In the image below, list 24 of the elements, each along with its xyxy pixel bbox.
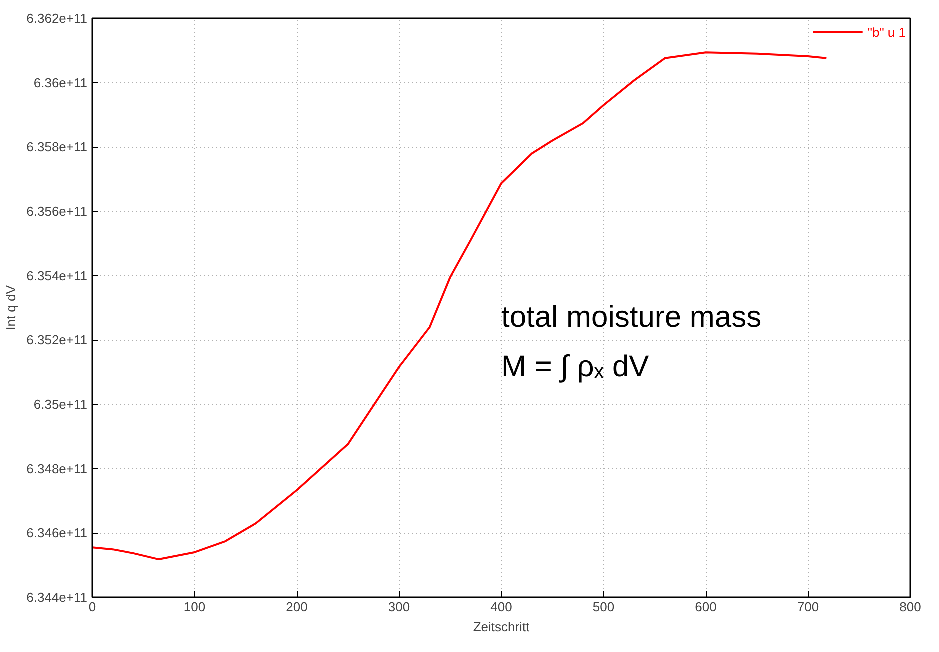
x-tick-label: 100	[184, 600, 206, 614]
y-tick-label: 6.35e+11	[34, 397, 88, 412]
y-tick-label: 6.36e+11	[34, 75, 88, 90]
x-tick-label: 500	[592, 600, 615, 614]
y-tick-label: 6.362e+11	[26, 11, 88, 26]
x-tick-label: 0	[88, 600, 96, 614]
annotation: total moisture mass	[502, 301, 762, 334]
y-tick-label: 6.346e+11	[26, 526, 88, 541]
y-tick-label: 6.348e+11	[26, 461, 88, 476]
y-tick-label: 6.354e+11	[26, 268, 88, 284]
x-axis-title: Zeitschritt	[473, 620, 530, 634]
legend-label: "b" u 1	[868, 24, 906, 40]
y-tick-label: 6.358e+11	[26, 140, 88, 155]
x-tick-label: 300	[388, 600, 410, 614]
x-tick-label: 600	[695, 600, 717, 614]
y-tick-label: 6.356e+11	[26, 204, 88, 219]
x-tick-label: 800	[900, 600, 922, 614]
x-tick-label: 400	[490, 600, 512, 614]
y-axis-title: Int q dV	[4, 285, 19, 330]
y-tick-label: 6.344e+11	[26, 590, 88, 605]
x-tick-label: 700	[797, 600, 820, 614]
x-tick-label: 200	[286, 600, 308, 614]
annotation: M = ∫ ρₓ dV	[502, 350, 650, 384]
y-tick-label: 6.352e+11	[26, 332, 88, 348]
